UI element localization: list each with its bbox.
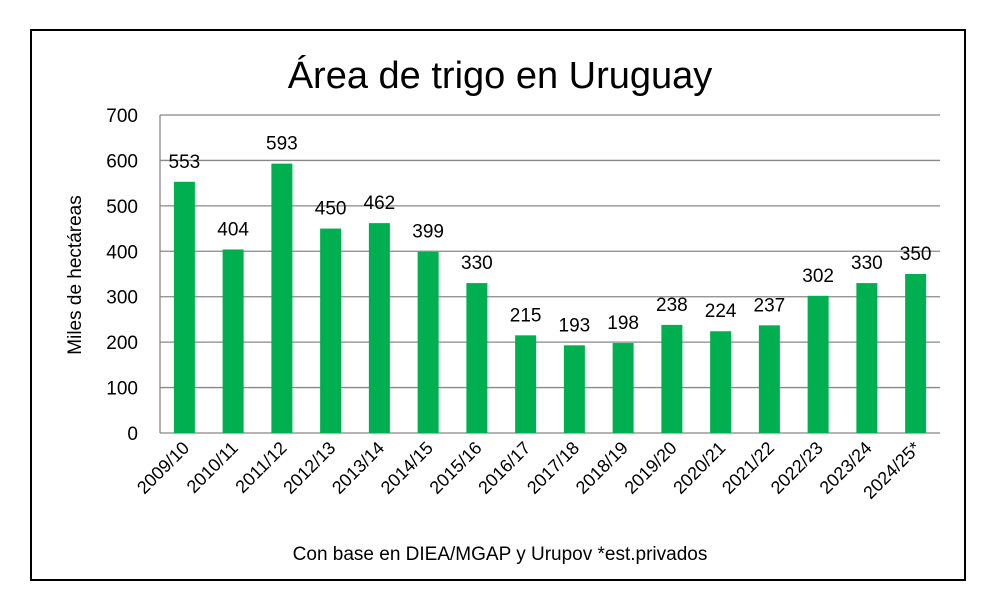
- x-tick-label: 2018/19: [572, 438, 632, 498]
- data-label: 224: [705, 301, 737, 322]
- y-tick-label: 200: [106, 333, 138, 354]
- bar: [515, 335, 537, 433]
- data-label: 238: [656, 295, 688, 316]
- data-label: 193: [559, 315, 591, 336]
- y-tick-label: 300: [106, 288, 138, 309]
- data-label: 593: [266, 134, 298, 155]
- bar: [758, 325, 780, 433]
- x-tick-label: 2015/16: [426, 438, 486, 498]
- y-tick-label: 400: [106, 242, 138, 263]
- y-tick-label: 500: [106, 197, 138, 218]
- data-label: 399: [412, 222, 444, 243]
- data-label: 302: [802, 266, 834, 287]
- source-note: Con base en DIEA/MGAP y Urupov *est.priv…: [292, 544, 708, 565]
- bar: [905, 274, 927, 433]
- y-tick-label: 100: [106, 379, 138, 400]
- data-label: 350: [900, 244, 932, 265]
- bar: [417, 251, 439, 433]
- x-tick-label: 2019/20: [621, 438, 681, 498]
- x-tick-label: 2013/14: [328, 438, 388, 498]
- y-tick-label: 600: [106, 151, 138, 172]
- bar: [222, 249, 244, 433]
- bar: [173, 181, 195, 433]
- y-tick-label: 700: [106, 106, 138, 127]
- chart-title: Área de trigo en Uruguay: [287, 55, 713, 97]
- data-label: 215: [510, 305, 542, 326]
- bar: [856, 283, 878, 433]
- bar: [563, 345, 585, 433]
- data-label: 198: [607, 313, 639, 334]
- data-label: 330: [461, 253, 493, 274]
- x-tick-label: 2020/21: [669, 438, 729, 498]
- chart-frame: [30, 29, 966, 581]
- x-tick-label: 2009/10: [133, 438, 193, 498]
- bar: [612, 343, 634, 433]
- bar: [466, 283, 488, 433]
- bar: [271, 163, 293, 433]
- bar: [710, 331, 732, 433]
- bar: [661, 324, 683, 433]
- data-label: 404: [217, 219, 249, 240]
- data-label: 330: [851, 253, 883, 274]
- bar: [368, 223, 390, 433]
- data-label: 553: [169, 152, 201, 173]
- x-tick-label: 2016/17: [474, 438, 534, 498]
- y-tick-label: 0: [127, 424, 138, 445]
- x-tick-label: 2012/13: [279, 438, 339, 498]
- x-tick-label: 2022/23: [767, 438, 827, 498]
- data-label: 450: [315, 199, 347, 220]
- x-tick-label: 2021/22: [718, 438, 778, 498]
- data-label: 237: [754, 295, 786, 316]
- bar: [320, 228, 342, 433]
- x-tick-label: 2017/18: [523, 438, 583, 498]
- x-tick-label: 2011/12: [231, 438, 290, 497]
- x-tick-label: 2014/15: [377, 438, 437, 498]
- data-label: 462: [364, 193, 396, 214]
- x-tick-label: 2010/11: [183, 438, 242, 497]
- bar: [807, 295, 829, 433]
